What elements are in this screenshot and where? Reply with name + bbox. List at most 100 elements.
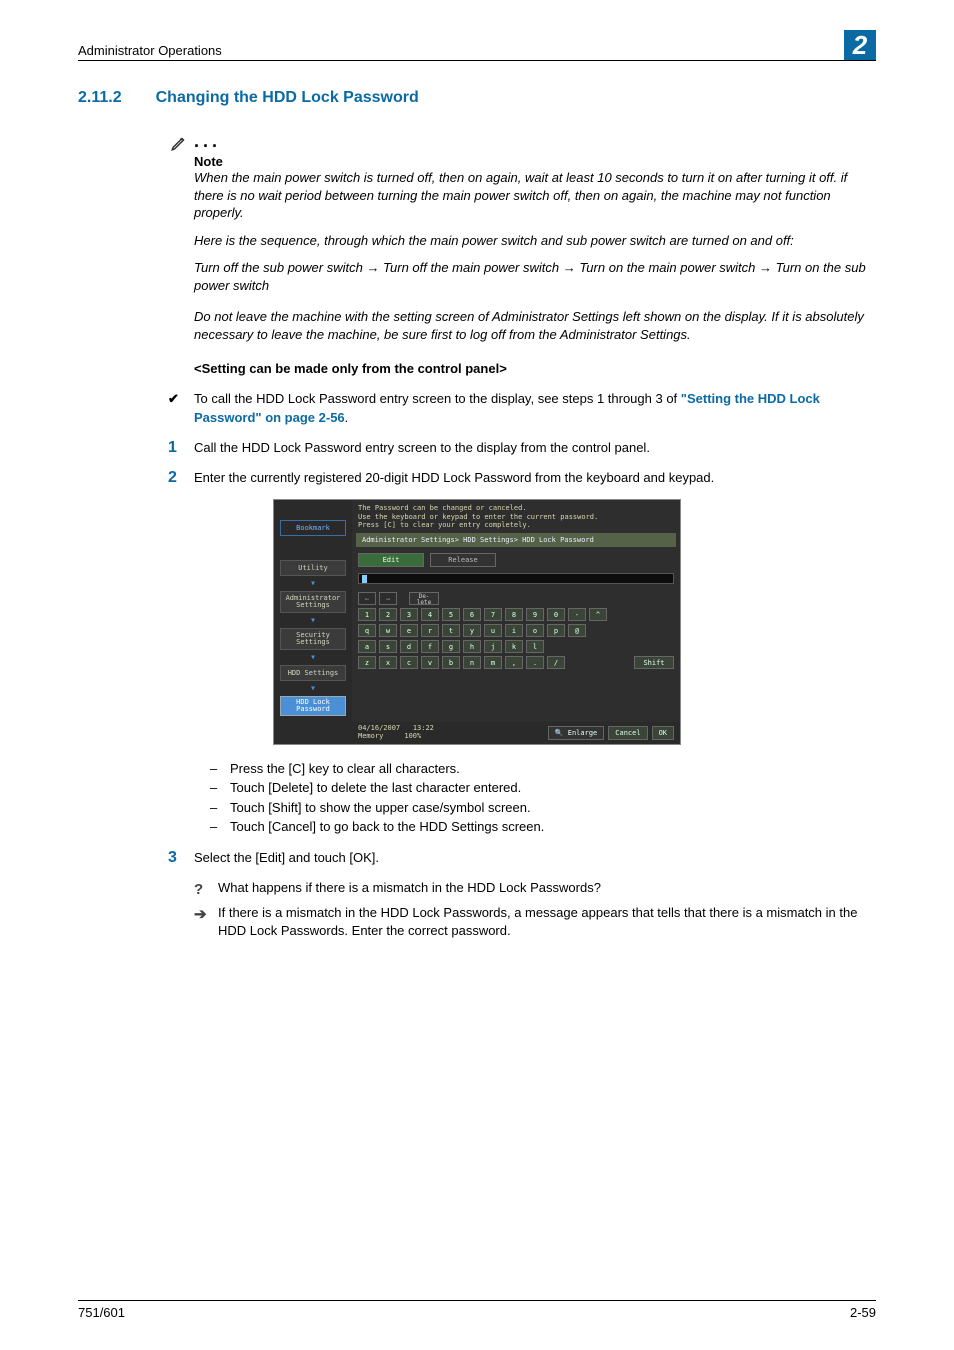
ss-tab-release[interactable]: Release bbox=[430, 553, 496, 567]
ss-text-input[interactable] bbox=[358, 573, 674, 584]
ss-key[interactable]: / bbox=[547, 656, 565, 669]
step-text: Call the HDD Lock Password entry screen … bbox=[194, 439, 876, 457]
ss-key[interactable]: c bbox=[400, 656, 418, 669]
ss-key[interactable]: k bbox=[505, 640, 523, 653]
ss-ok-button[interactable]: OK bbox=[652, 726, 674, 740]
ss-arrow-right-key[interactable]: → bbox=[379, 592, 397, 605]
answer-arrow-icon: ➔ bbox=[194, 904, 218, 940]
ss-key[interactable]: o bbox=[526, 624, 544, 637]
ss-cancel-button[interactable]: Cancel bbox=[608, 726, 647, 740]
ss-key[interactable]: 1 bbox=[358, 608, 376, 621]
sub-step-text: Press the [C] key to clear all character… bbox=[230, 759, 460, 779]
answer-text: If there is a mismatch in the HDD Lock P… bbox=[218, 904, 876, 940]
step-text: Enter the currently registered 20-digit … bbox=[194, 469, 876, 487]
sub-step-text: Touch [Cancel] to go back to the HDD Set… bbox=[230, 817, 544, 837]
check-text: To call the HDD Lock Password entry scre… bbox=[194, 391, 681, 406]
ss-key[interactable]: b bbox=[442, 656, 460, 669]
step-text: Select the [Edit] and touch [OK]. bbox=[194, 849, 876, 867]
ss-arrow-left-key[interactable]: ← bbox=[358, 592, 376, 605]
ss-key[interactable]: 2 bbox=[379, 608, 397, 621]
dash-marker: – bbox=[210, 759, 230, 779]
ss-key[interactable]: @ bbox=[568, 624, 586, 637]
sub-step-text: Touch [Delete] to delete the last charac… bbox=[230, 778, 521, 798]
arrow-down-icon: ▾ bbox=[274, 615, 352, 626]
ss-nav-admin[interactable]: Administrator Settings bbox=[280, 591, 346, 613]
ss-key[interactable]: l bbox=[526, 640, 544, 653]
check-bullet-text: To call the HDD Lock Password entry scre… bbox=[194, 390, 876, 426]
ss-tab-edit[interactable]: Edit bbox=[358, 553, 424, 567]
ss-key[interactable]: a bbox=[358, 640, 376, 653]
ss-key[interactable]: u bbox=[484, 624, 502, 637]
arrow-down-icon: ▾ bbox=[274, 652, 352, 663]
ss-nav-hdd[interactable]: HDD Settings bbox=[280, 665, 346, 681]
ss-message-line: The Password can be changed or canceled. bbox=[358, 504, 674, 512]
ss-key[interactable]: f bbox=[421, 640, 439, 653]
note-paragraph: Turn off the sub power switch → Turn off… bbox=[194, 259, 876, 294]
ss-key[interactable]: e bbox=[400, 624, 418, 637]
note-dots: ... bbox=[194, 131, 221, 152]
ss-message-line: Use the keyboard or keypad to enter the … bbox=[358, 513, 674, 521]
ss-enlarge-button[interactable]: 🔍 Enlarge bbox=[548, 726, 604, 740]
note-label: Note bbox=[194, 154, 876, 169]
ss-footer-memory-value: 100% bbox=[404, 732, 421, 740]
ss-key[interactable]: . bbox=[526, 656, 544, 669]
ss-key[interactable]: v bbox=[421, 656, 439, 669]
ss-key[interactable]: w bbox=[379, 624, 397, 637]
note-paragraph: Do not leave the machine with the settin… bbox=[194, 308, 876, 343]
ss-shift-key[interactable]: Shift bbox=[634, 656, 674, 669]
arrow-down-icon: ▾ bbox=[274, 578, 352, 589]
sub-step-text: Touch [Shift] to show the upper case/sym… bbox=[230, 798, 531, 818]
ss-breadcrumb: Administrator Settings> HDD Settings> HD… bbox=[356, 533, 676, 547]
page-header-title: Administrator Operations bbox=[78, 43, 222, 58]
ss-delete-key[interactable]: De- lete bbox=[409, 592, 439, 605]
ss-key[interactable]: y bbox=[463, 624, 481, 637]
ss-key[interactable]: m bbox=[484, 656, 502, 669]
ss-key[interactable]: , bbox=[505, 656, 523, 669]
control-panel-screenshot: Bookmark Utility ▾ Administrator Setting… bbox=[273, 499, 681, 744]
ss-key[interactable]: r bbox=[421, 624, 439, 637]
ss-key[interactable]: q bbox=[358, 624, 376, 637]
ss-key[interactable]: p bbox=[547, 624, 565, 637]
ss-key-row-2: qwertyuiop@ bbox=[358, 624, 674, 637]
ss-key[interactable]: 0 bbox=[547, 608, 565, 621]
ss-key[interactable]: i bbox=[505, 624, 523, 637]
ss-key[interactable]: - bbox=[568, 608, 586, 621]
ss-nav-security[interactable]: Security Settings bbox=[280, 628, 346, 650]
ss-key[interactable]: 9 bbox=[526, 608, 544, 621]
ss-key[interactable]: t bbox=[442, 624, 460, 637]
note-paragraph: Here is the sequence, through which the … bbox=[194, 232, 876, 250]
ss-key[interactable]: h bbox=[463, 640, 481, 653]
footer-left: 751/601 bbox=[78, 1305, 125, 1320]
ss-key-row-3: asdfghjkl bbox=[358, 640, 674, 653]
ss-key[interactable]: 8 bbox=[505, 608, 523, 621]
ss-nav-lock-active[interactable]: HDD Lock Password bbox=[280, 696, 346, 716]
chapter-number-badge: 2 bbox=[844, 30, 876, 60]
ss-key[interactable]: 5 bbox=[442, 608, 460, 621]
ss-nav-utility[interactable]: Utility bbox=[280, 560, 346, 576]
ss-key[interactable]: 6 bbox=[463, 608, 481, 621]
ss-key[interactable]: 4 bbox=[421, 608, 439, 621]
ss-key[interactable]: 3 bbox=[400, 608, 418, 621]
dash-marker: – bbox=[210, 778, 230, 798]
ss-key[interactable]: 7 bbox=[484, 608, 502, 621]
ss-key[interactable]: g bbox=[442, 640, 460, 653]
step-number: 3 bbox=[168, 849, 194, 867]
check-text-after: . bbox=[345, 410, 349, 425]
ss-key[interactable]: ^ bbox=[589, 608, 607, 621]
ss-key[interactable]: j bbox=[484, 640, 502, 653]
ss-key-row-4: zxcvbnm,./ Shift bbox=[358, 656, 674, 669]
footer-right: 2-59 bbox=[850, 1305, 876, 1320]
ss-key[interactable]: x bbox=[379, 656, 397, 669]
pencil-icon bbox=[170, 134, 188, 152]
dash-marker: – bbox=[210, 798, 230, 818]
ss-key[interactable]: z bbox=[358, 656, 376, 669]
check-bullet-marker: ✔ bbox=[168, 390, 194, 426]
ss-key[interactable]: s bbox=[379, 640, 397, 653]
section-number: 2.11.2 bbox=[78, 89, 122, 107]
sub-heading: <Setting can be made only from the contr… bbox=[194, 361, 876, 376]
ss-key[interactable]: d bbox=[400, 640, 418, 653]
ss-key-row-1: 1234567890-^ bbox=[358, 608, 674, 621]
question-mark-icon: ? bbox=[194, 879, 218, 900]
ss-key[interactable]: n bbox=[463, 656, 481, 669]
ss-bookmark-tab[interactable]: Bookmark bbox=[280, 520, 346, 536]
